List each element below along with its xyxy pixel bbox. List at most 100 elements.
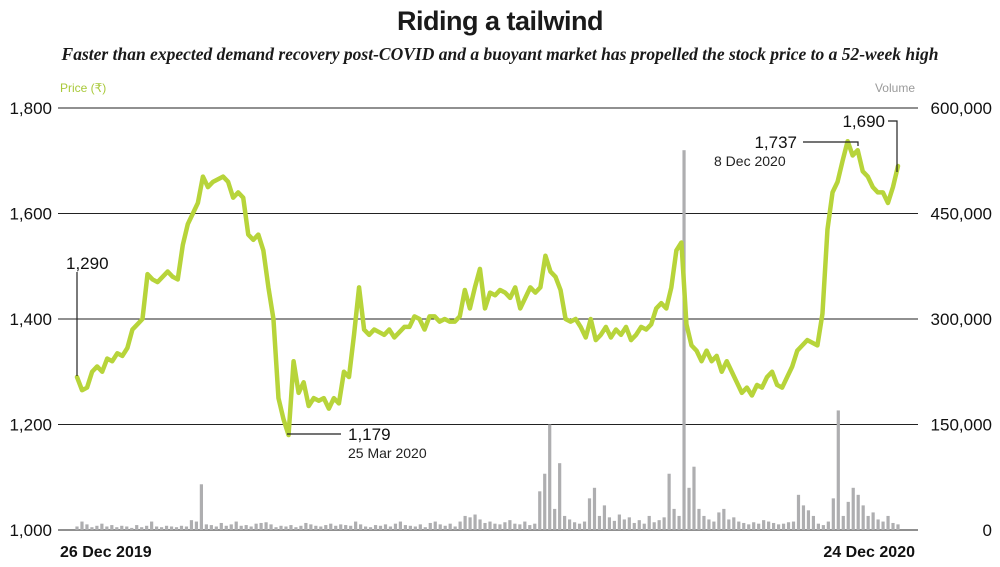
volume-bar <box>249 526 253 530</box>
volume-bar <box>378 525 383 530</box>
volume-bar <box>503 522 507 530</box>
volume-bar <box>368 527 373 530</box>
volume-bar <box>463 515 467 530</box>
volume-bar <box>344 525 348 530</box>
annotation-peak: 1,737 8 Dec 2020 <box>714 133 859 169</box>
volume-bar <box>403 525 407 530</box>
volume-bar <box>772 522 776 530</box>
volume-bar <box>339 524 343 530</box>
volume-bar <box>354 521 358 530</box>
volume-bar <box>373 525 378 530</box>
volume-bar <box>269 524 273 530</box>
volume-bar <box>632 522 636 530</box>
volume-bar <box>722 508 726 530</box>
chart-subtitle: Faster than expected demand recovery pos… <box>61 44 939 64</box>
volume-bar <box>115 527 119 530</box>
volume-bar <box>737 521 741 530</box>
volume-bar <box>707 519 711 530</box>
volume-bar <box>413 526 417 530</box>
volume-bar <box>866 515 870 530</box>
volume-bar <box>184 526 189 530</box>
x-label-start: 26 Dec 2019 <box>60 544 152 561</box>
volume-bar <box>468 517 472 530</box>
volume-bar <box>672 508 676 530</box>
annotation-low-date: 25 Mar 2020 <box>348 445 427 461</box>
left-tick-label: 1,000 <box>9 521 52 540</box>
volume-bar <box>682 150 686 530</box>
volume-bar <box>533 523 537 530</box>
volume-bar <box>826 521 830 530</box>
volume-bar <box>762 520 766 530</box>
volume-bar <box>100 523 104 530</box>
volume-bar <box>189 520 194 530</box>
left-tick-label: 1,600 <box>9 205 52 224</box>
volume-bar <box>856 494 860 530</box>
volume-bar <box>204 524 208 530</box>
left-tick-label: 1,200 <box>9 416 52 435</box>
volume-bar <box>174 527 179 530</box>
volume-bar <box>299 525 303 530</box>
volume-bar <box>239 525 243 530</box>
volume-bar <box>727 519 731 530</box>
volume-bar <box>841 515 845 530</box>
volume-bar <box>697 508 701 530</box>
volume-bar <box>274 527 278 530</box>
volume-bar <box>513 523 517 530</box>
volume-bar <box>896 524 900 530</box>
volume-bar <box>309 524 313 530</box>
volume-bar <box>786 522 791 530</box>
volume-bar <box>169 526 174 530</box>
volume-bar <box>647 515 651 530</box>
volume-bar <box>130 527 134 530</box>
volume-bar <box>95 525 99 530</box>
volume-bar <box>408 525 412 530</box>
volume-bar <box>518 524 522 530</box>
volume-bar <box>254 523 258 530</box>
left-tick-label: 1,400 <box>9 310 52 329</box>
volume-bar <box>438 524 442 530</box>
volume-bar <box>712 521 716 530</box>
volume-bar <box>568 519 572 530</box>
volume-bar <box>80 521 84 530</box>
volume-bar <box>831 498 835 530</box>
volume-bar <box>388 526 393 530</box>
volume-bar <box>582 521 587 530</box>
volume-bar <box>667 473 671 530</box>
volume-bar <box>558 463 562 530</box>
volume-bar <box>244 525 248 530</box>
volume-bar <box>657 520 661 530</box>
volume-bar <box>528 525 532 530</box>
volume-bar <box>543 473 547 530</box>
gridlines <box>58 107 918 531</box>
volume-bar <box>796 494 801 530</box>
volume-bar <box>886 515 890 530</box>
volume-bar <box>155 526 159 530</box>
annotation-peak-date: 8 Dec 2020 <box>714 153 786 169</box>
volume-bar <box>458 521 462 530</box>
annotation-latest: 1,690 <box>842 112 898 172</box>
volume-bar <box>592 487 597 530</box>
volume-bar <box>418 524 422 530</box>
volume-bar <box>563 515 567 530</box>
volume-bar <box>617 514 621 530</box>
volume-bar <box>811 515 816 530</box>
volume-bar <box>652 522 656 530</box>
volume-bar <box>334 525 338 530</box>
volume-bar <box>627 517 631 530</box>
volume-bar <box>587 498 592 530</box>
volume-bar <box>861 505 865 530</box>
volume-bar <box>747 524 751 530</box>
volume-bar <box>687 487 691 530</box>
volume-bar <box>194 521 199 530</box>
volume-bar <box>791 521 796 530</box>
volume-bar <box>363 526 368 530</box>
left-tick-label: 1,800 <box>9 99 52 118</box>
volume-bar <box>209 525 213 530</box>
volume-bar <box>329 523 333 530</box>
volume-bar <box>702 515 706 530</box>
volume-bar <box>448 523 452 530</box>
volume-bar <box>423 527 427 530</box>
volume-bar <box>488 521 492 530</box>
volume-bar <box>776 524 781 530</box>
